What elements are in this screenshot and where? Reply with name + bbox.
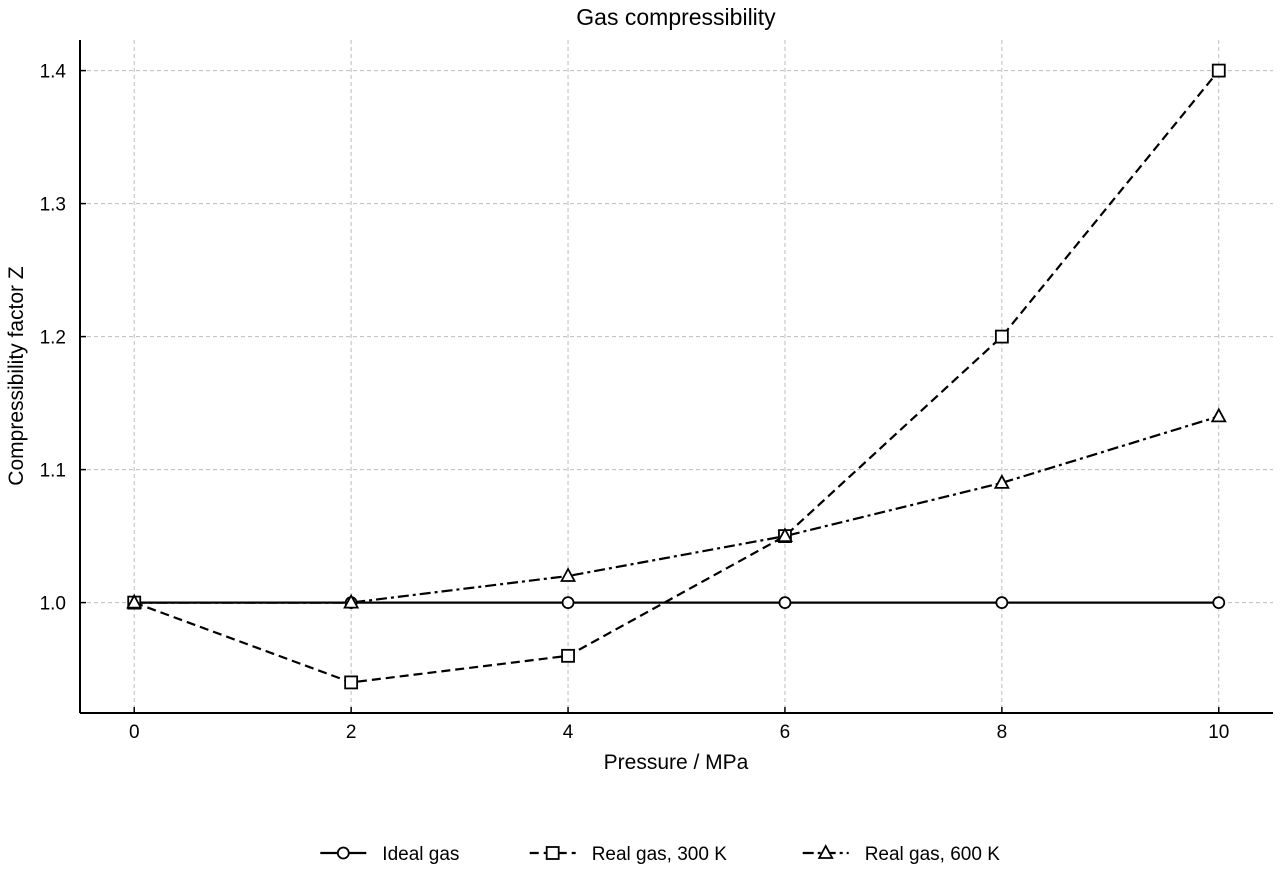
y-tick-label: 1.2 xyxy=(40,328,66,349)
series-line-real-gas-300-k xyxy=(133,69,1220,684)
data-point-real-gas-600-k xyxy=(776,527,793,543)
y-tick-label: 1.0 xyxy=(40,594,66,615)
series-markers xyxy=(126,63,1227,690)
axes xyxy=(79,40,1273,714)
x-tick-label: 2 xyxy=(346,722,357,743)
data-point-real-gas-300-k xyxy=(344,675,359,690)
ticks: 0 2 4 6 8 10 1.0 1.1 1.2 1.3 1.4 xyxy=(40,62,1230,743)
data-point-real-gas-600-k xyxy=(993,474,1010,489)
data-point-real-gas-600-k xyxy=(343,593,360,609)
x-tick-label: 10 xyxy=(1208,722,1229,743)
legend: Ideal gas Real gas, 300 K Real gas, 600 K xyxy=(320,844,1000,865)
legend-item-real-gas-300-k: Real gas, 300 K xyxy=(529,844,728,865)
x-axis-label: Pressure / MPa xyxy=(604,751,749,774)
chart-title: Gas compressibility xyxy=(576,4,776,30)
data-point-real-gas-300-k xyxy=(561,648,575,663)
y-tick-label: 1.1 xyxy=(40,461,66,482)
grid xyxy=(80,40,1273,713)
data-point-real-gas-300-k xyxy=(1211,63,1226,78)
legend-label-real-gas-600-k: Real gas, 600 K xyxy=(865,844,1001,865)
legend-marker-real-gas-600-k xyxy=(817,844,834,859)
legend-item-real-gas-600-k: Real gas, 600 K xyxy=(802,844,1001,865)
legend-item-ideal-gas: Ideal gas xyxy=(320,844,459,865)
legend-marker-ideal-gas xyxy=(336,846,350,860)
x-tick-label: 0 xyxy=(129,722,140,743)
data-point-ideal-gas xyxy=(778,596,792,610)
data-point-ideal-gas xyxy=(561,596,575,610)
data-point-ideal-gas xyxy=(1212,596,1226,610)
x-tick-label: 6 xyxy=(780,722,791,743)
data-point-real-gas-300-k xyxy=(994,329,1009,344)
legend-marker-real-gas-300-k xyxy=(545,846,560,860)
y-tick-label: 1.4 xyxy=(40,62,67,83)
data-point-ideal-gas xyxy=(995,596,1009,610)
data-point-real-gas-600-k xyxy=(126,593,143,609)
x-tick-label: 4 xyxy=(563,722,574,743)
y-tick-label: 1.3 xyxy=(40,195,66,216)
data-point-real-gas-600-k xyxy=(1210,407,1227,423)
series-lines xyxy=(133,69,1220,684)
legend-label-ideal-gas: Ideal gas xyxy=(382,844,459,865)
x-tick-label: 8 xyxy=(997,722,1008,743)
y-axis-label: Compressibility factor Z xyxy=(5,266,28,486)
series-line-real-gas-600-k xyxy=(134,415,1220,604)
legend-label-real-gas-300-k: Real gas, 300 K xyxy=(592,844,728,865)
data-point-real-gas-600-k xyxy=(560,567,577,582)
